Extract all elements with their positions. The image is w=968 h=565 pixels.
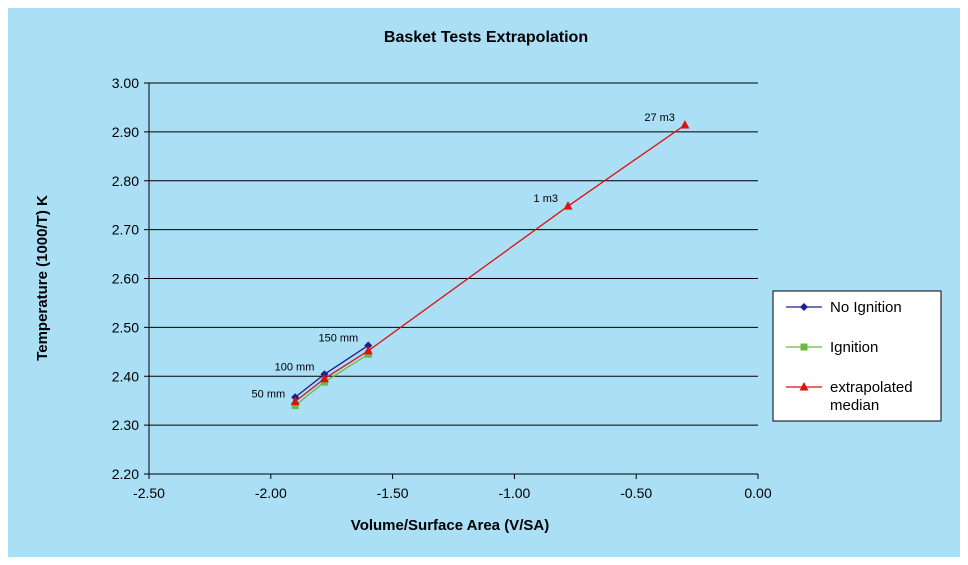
data-point [563, 201, 573, 210]
point-label: 150 mm [318, 332, 358, 344]
y-tick-labels: 2.20 2.30 2.40 2.50 2.60 2.70 2.80 2.90 3.00 [112, 75, 149, 482]
chart-title: Basket Tests Extrapolation [384, 29, 588, 46]
legend-label: Ignition [830, 339, 878, 356]
legend-marker [799, 382, 809, 391]
y-tick-label: 2.80 [112, 173, 139, 189]
y-tick-label: 2.30 [112, 417, 139, 433]
legend-label: extrapolated [830, 379, 913, 396]
series-2 [290, 120, 690, 406]
data-point [290, 396, 300, 406]
legend-item: No Ignition [786, 299, 902, 316]
x-tick-label: -2.50 [133, 485, 165, 501]
y-tick-label: 2.60 [112, 271, 139, 287]
legend-label: No Ignition [830, 299, 902, 316]
y-axis-title: Temperature (1000/T) K [34, 195, 51, 361]
y-tick-label: 2.40 [112, 368, 139, 384]
gridlines [149, 82, 758, 426]
legend-marker [800, 343, 808, 351]
series-group [290, 120, 690, 410]
point-annotations: 50 mm 100 mm 150 mm 1 m3 27 m3 [252, 112, 675, 401]
data-point [291, 402, 299, 410]
y-tick-label: 2.70 [112, 222, 139, 238]
y-tick-label: 2.50 [112, 319, 139, 335]
legend-marker [800, 303, 808, 311]
data-point [364, 341, 373, 350]
x-axis-title: Volume/Surface Area (V/SA) [351, 517, 549, 534]
x-tick-labels: -2.50 -2.00 -1.50 -1.00 -0.50 0.00 [133, 474, 772, 501]
y-tick-label: 3.00 [112, 75, 139, 91]
point-label: 1 m3 [534, 193, 558, 205]
y-tick-label: 2.90 [112, 124, 139, 140]
point-label: 100 mm [275, 361, 315, 373]
data-point [319, 373, 329, 383]
legend-item: Ignition [786, 339, 878, 356]
chart-background [8, 8, 960, 557]
point-label: 50 mm [252, 389, 286, 401]
x-tick-label: -0.50 [620, 485, 652, 501]
data-point [680, 120, 690, 129]
x-tick-label: -1.00 [498, 485, 530, 501]
y-tick-label: 2.20 [112, 466, 139, 482]
legend-box [772, 290, 942, 422]
point-label: 27 m3 [644, 112, 675, 124]
data-point [363, 345, 373, 355]
x-tick-label: -1.50 [377, 485, 409, 501]
x-tick-label: -2.00 [255, 485, 287, 501]
x-tick-label: 0.00 [744, 485, 771, 501]
legend-label-cont: median [830, 397, 879, 414]
